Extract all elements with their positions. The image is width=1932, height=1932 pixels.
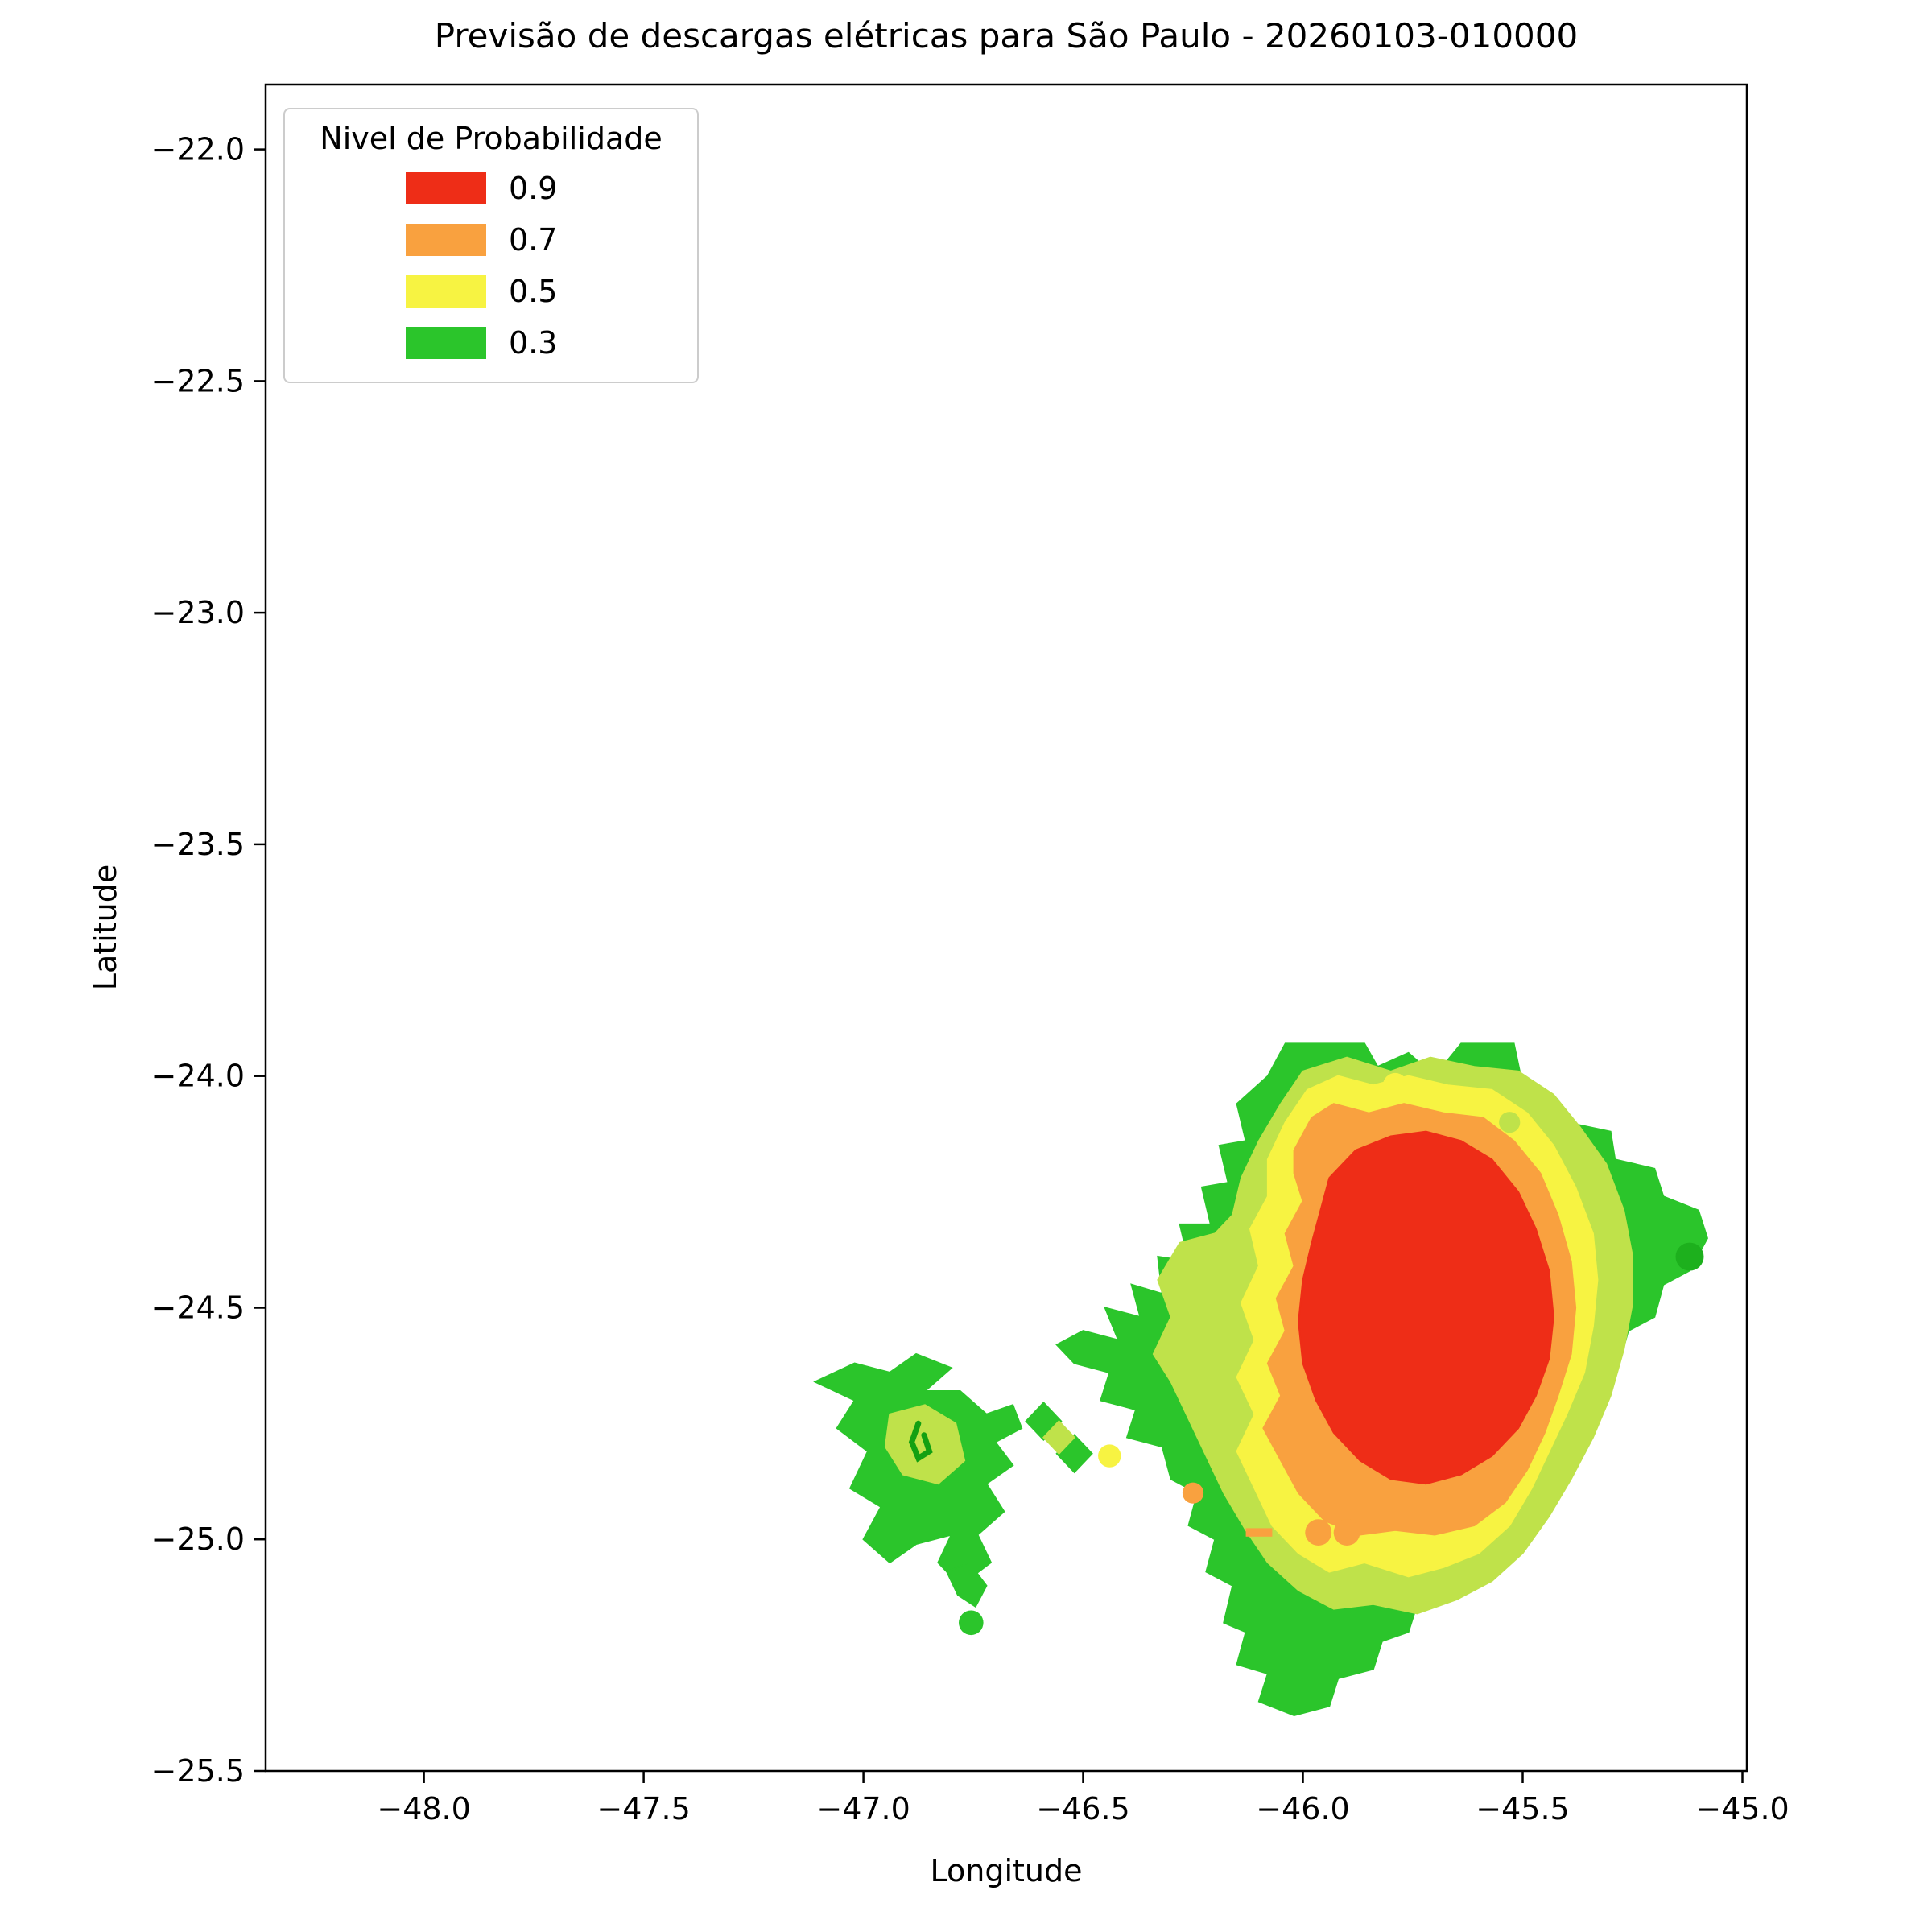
- y-tick-label: −24.0: [151, 1059, 245, 1094]
- legend-entry-1: 0.7: [285, 214, 697, 266]
- legend-entry-3: 0.3: [285, 317, 697, 369]
- marker-yellow-dot-left: [1098, 1444, 1121, 1468]
- marker-orange-dash-bottom: [1245, 1528, 1273, 1537]
- y-tick-label: −25.5: [151, 1753, 245, 1789]
- legend-entry-2: 0.5: [285, 266, 697, 317]
- region-yellowgreen-diamond: [1042, 1420, 1075, 1455]
- x-tick-label: −45.5: [1476, 1791, 1569, 1827]
- region-green-tail-strip: [945, 1561, 988, 1608]
- x-tick-label: −45.0: [1695, 1791, 1789, 1827]
- x-axis-label: Longitude: [930, 1853, 1083, 1889]
- y-tick-label: −22.0: [151, 132, 245, 167]
- axes-border: [264, 83, 1748, 1773]
- x-tick-label: −46.0: [1256, 1791, 1349, 1827]
- contour-layers: [813, 1042, 1708, 1716]
- legend-title: Nivel de Probabilidade: [320, 121, 663, 156]
- x-tick-label: −46.5: [1036, 1791, 1129, 1827]
- legend-swatch-0: [406, 172, 486, 204]
- x-tick-label: −47.0: [816, 1791, 910, 1827]
- x-tick-label: −48.0: [377, 1791, 470, 1827]
- region-red-core: [1298, 1130, 1554, 1485]
- marker-orange-dot-bottom-2: [1333, 1519, 1360, 1546]
- y-tick-label: −24.5: [151, 1290, 245, 1326]
- y-tick-label: −22.5: [151, 363, 245, 398]
- marker-green-dot-southwest: [959, 1610, 984, 1636]
- x-tick-label: −47.5: [597, 1791, 690, 1827]
- legend: Nivel de Probabilidade 0.9 0.7 0.5 0.3: [283, 108, 699, 383]
- legend-label-2: 0.5: [509, 274, 558, 309]
- marker-yellowgreen-dot-topright: [1499, 1112, 1521, 1133]
- legend-swatch-1: [406, 224, 486, 256]
- y-tick-label: −23.5: [151, 827, 245, 862]
- legend-swatch-3: [406, 327, 486, 359]
- marker-orange-dot-left: [1182, 1482, 1204, 1504]
- marker-darkgreen-squiggle: [908, 1420, 933, 1463]
- y-tick-label: −25.0: [151, 1521, 245, 1557]
- legend-label-1: 0.7: [509, 222, 558, 258]
- marker-green-dot-right: [1675, 1242, 1704, 1271]
- marker-orange-dot-bottom-1: [1305, 1519, 1332, 1546]
- chart-title: Previsão de descargas elétricas para São…: [434, 16, 1579, 56]
- legend-swatch-2: [406, 275, 486, 308]
- marker-yellow-dot-top: [1382, 1072, 1408, 1098]
- legend-label-3: 0.3: [509, 325, 558, 361]
- legend-entry-0: 0.9: [285, 163, 697, 214]
- y-axis-label: Latitude: [88, 864, 123, 991]
- y-tick-label: −23.0: [151, 595, 245, 630]
- legend-label-0: 0.9: [509, 171, 558, 206]
